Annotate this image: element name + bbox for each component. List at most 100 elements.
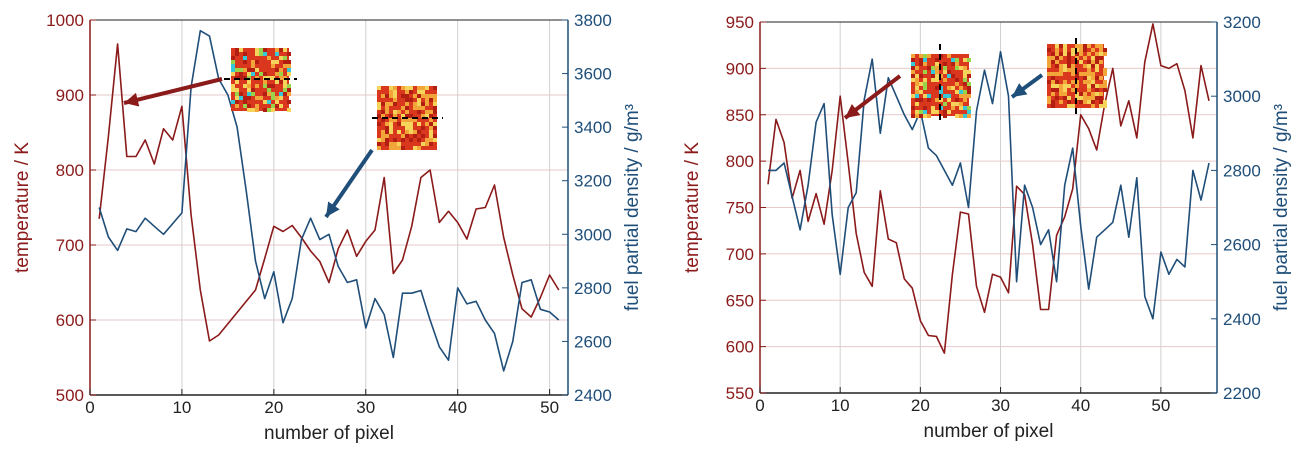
inset-pixel bbox=[915, 74, 919, 78]
inset-pixel bbox=[413, 130, 417, 134]
inset-pixel bbox=[1091, 84, 1095, 88]
inset-pixel bbox=[271, 60, 275, 64]
inset-pixel bbox=[429, 114, 433, 118]
y-left-tick-label: 700 bbox=[56, 236, 84, 255]
inset-pixel bbox=[433, 134, 437, 138]
inset-pixel bbox=[911, 114, 915, 118]
inset-pixel bbox=[381, 114, 385, 118]
inset-pixel bbox=[417, 130, 421, 134]
inset-pixel bbox=[393, 138, 397, 142]
inset-pixel bbox=[1091, 80, 1095, 84]
inset-pixel bbox=[1083, 80, 1087, 84]
inset-pixel bbox=[433, 122, 437, 126]
inset-pixel bbox=[927, 114, 931, 118]
y-left-tick-label: 700 bbox=[726, 245, 754, 264]
inset-pixel bbox=[1047, 48, 1051, 52]
inset-pixel bbox=[247, 72, 251, 76]
inset-pixel bbox=[401, 134, 405, 138]
inset-pixel bbox=[1091, 100, 1095, 104]
inset-pixel bbox=[943, 70, 947, 74]
y-left-tick-label: 750 bbox=[726, 199, 754, 218]
inset-pixel bbox=[1079, 92, 1083, 96]
inset-pixel bbox=[425, 102, 429, 106]
inset-pixel bbox=[235, 88, 239, 92]
inset-pixel bbox=[377, 114, 381, 118]
inset-pixel bbox=[283, 48, 287, 52]
inset-pixel bbox=[433, 110, 437, 114]
inset-pixel bbox=[1067, 60, 1071, 64]
y-left-tick-label: 650 bbox=[726, 291, 754, 310]
inset-pixel bbox=[1083, 64, 1087, 68]
inset-pixel bbox=[421, 134, 425, 138]
y-right-tick-label: 3200 bbox=[574, 172, 612, 191]
inset-pixel bbox=[247, 68, 251, 72]
inset-pixel bbox=[1099, 104, 1103, 108]
inset-pixel bbox=[251, 92, 255, 96]
inset-pixel bbox=[377, 102, 381, 106]
inset-pixel bbox=[239, 92, 243, 96]
inset-pixel bbox=[1051, 80, 1055, 84]
inset-pixel bbox=[1067, 64, 1071, 68]
inset-pixel bbox=[911, 106, 915, 110]
inset-pixel bbox=[1055, 52, 1059, 56]
inset-pixel bbox=[931, 66, 935, 70]
inset-pixel bbox=[385, 126, 389, 130]
inset-pixel bbox=[1047, 96, 1051, 100]
inset-pixel bbox=[1091, 96, 1095, 100]
inset-pixel bbox=[1075, 84, 1079, 88]
y-right-tick-label: 3000 bbox=[1223, 87, 1261, 106]
inset-pixel bbox=[955, 62, 959, 66]
inset-pixel bbox=[1055, 80, 1059, 84]
inset-pixel bbox=[287, 52, 291, 56]
inset-pixel bbox=[1099, 44, 1103, 48]
inset-pixel bbox=[433, 102, 437, 106]
inset-pixel bbox=[425, 94, 429, 98]
inset-pixel bbox=[425, 98, 429, 102]
y-left-tick-label: 550 bbox=[726, 384, 754, 403]
y-right-tick-label: 2400 bbox=[1223, 310, 1261, 329]
inset-pixel bbox=[1095, 88, 1099, 92]
inset-pixel bbox=[405, 126, 409, 130]
inset-pixel bbox=[267, 84, 271, 88]
inset-pixel bbox=[931, 110, 935, 114]
inset-pixel bbox=[1087, 76, 1091, 80]
inset-image-1 bbox=[224, 48, 297, 112]
inset-pixel bbox=[1103, 68, 1107, 72]
inset-pixel bbox=[963, 66, 967, 70]
inset-pixel bbox=[947, 94, 951, 98]
inset-pixel bbox=[271, 76, 275, 80]
inset-pixel bbox=[397, 122, 401, 126]
temperature-line bbox=[98, 43, 560, 342]
inset-pixel bbox=[911, 58, 915, 62]
inset-pixel bbox=[417, 98, 421, 102]
inset-pixel bbox=[1067, 52, 1071, 56]
inset-pixel bbox=[915, 66, 919, 70]
inset-pixel bbox=[385, 122, 389, 126]
inset-pixel bbox=[421, 142, 425, 146]
inset-pixel bbox=[405, 110, 409, 114]
arrow-head bbox=[326, 201, 340, 217]
inset-pixel bbox=[947, 86, 951, 90]
inset-pixel bbox=[935, 110, 939, 114]
inset-pixel bbox=[935, 86, 939, 90]
inset-pixel bbox=[1095, 60, 1099, 64]
inset-pixel bbox=[247, 104, 251, 108]
inset-pixel bbox=[1091, 60, 1095, 64]
inset-pixel bbox=[259, 52, 263, 56]
inset-pixel bbox=[405, 102, 409, 106]
inset-pixel bbox=[243, 52, 247, 56]
inset-pixel bbox=[409, 138, 413, 142]
y-right-tick-label: 2600 bbox=[574, 332, 612, 351]
inset-pixel bbox=[1083, 48, 1087, 52]
inset-pixel bbox=[923, 82, 927, 86]
inset-pixel bbox=[405, 130, 409, 134]
inset-pixel bbox=[287, 88, 291, 92]
inset-pixel bbox=[417, 106, 421, 110]
inset-pixel bbox=[1083, 92, 1087, 96]
inset-pixel bbox=[1087, 68, 1091, 72]
inset-pixel bbox=[263, 84, 267, 88]
inset-pixel bbox=[1099, 76, 1103, 80]
inset-pixel bbox=[1051, 52, 1055, 56]
inset-pixel bbox=[1103, 88, 1107, 92]
inset-pixel bbox=[1059, 56, 1063, 60]
